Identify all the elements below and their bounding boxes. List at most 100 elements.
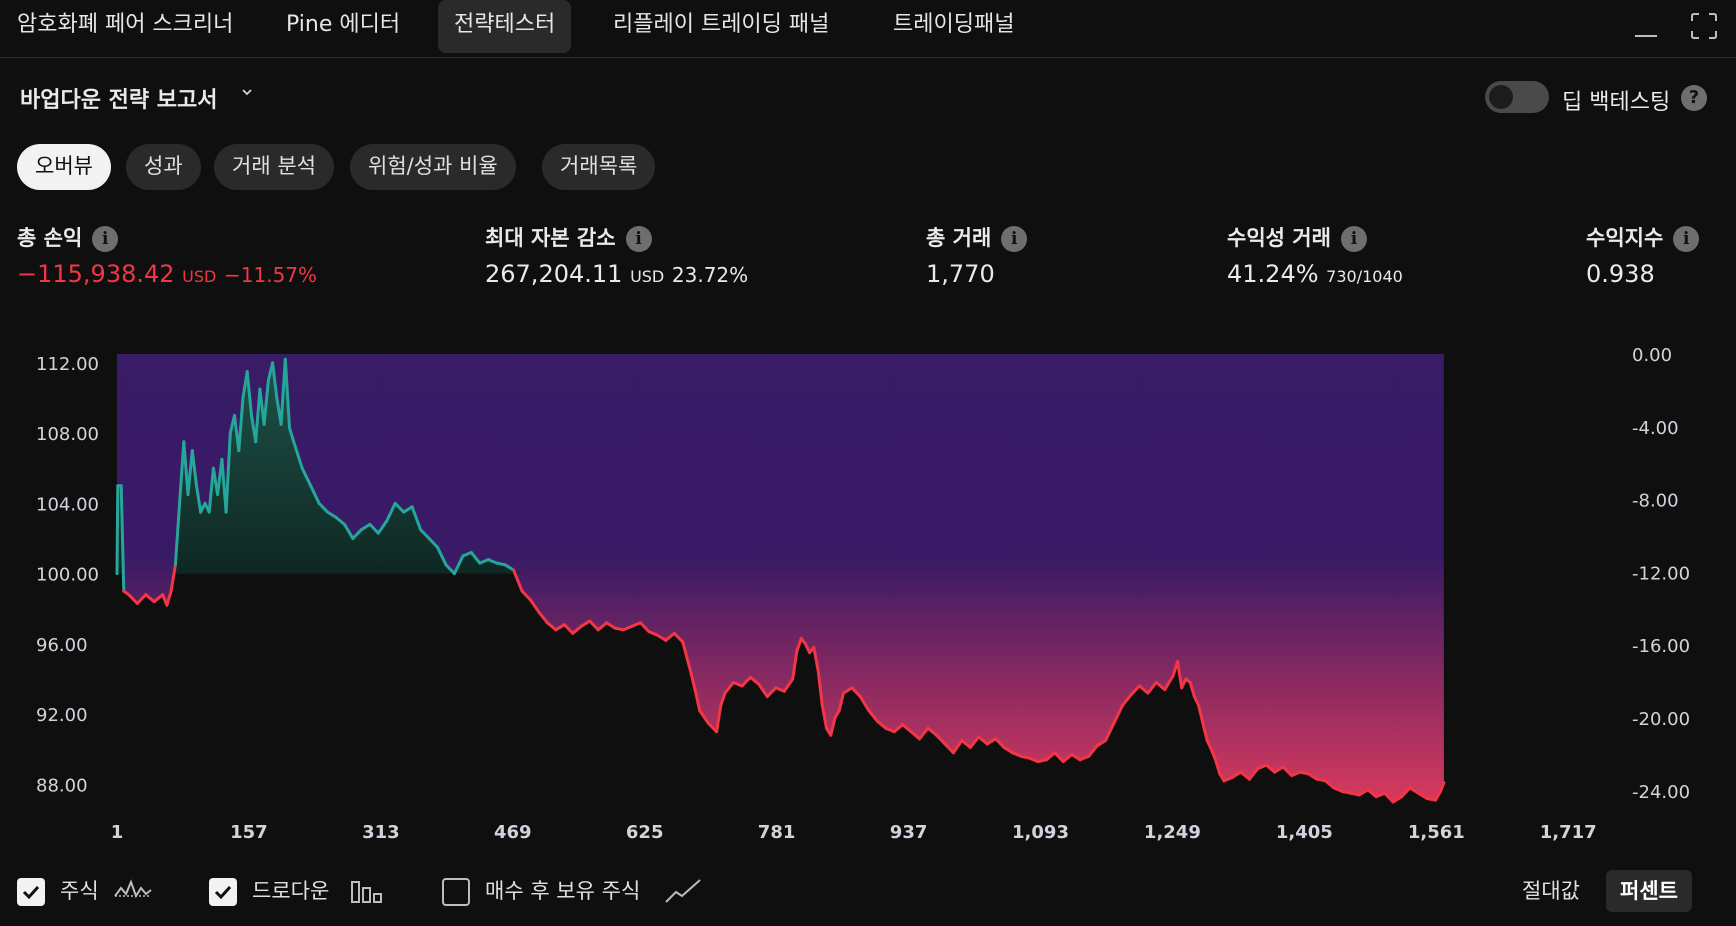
y-right-tick-label: -4.00 (1632, 418, 1679, 439)
equity-line-segment (1230, 770, 1243, 779)
drawdown-bars-icon (351, 881, 382, 903)
equity-line-segment (343, 522, 355, 540)
subtab-overview[interactable]: 오버뷰 (17, 144, 111, 190)
tab-pine-editor[interactable]: Pine 에디터 (286, 12, 401, 37)
equity-line-segment (144, 593, 156, 604)
info-icon[interactable]: i (1340, 226, 1367, 252)
deep-backtest-toggle[interactable] (1485, 81, 1549, 113)
y-right-tick-label: -12.00 (1632, 563, 1690, 584)
equity-line-segment (664, 631, 676, 642)
equity-line-segment (169, 563, 177, 593)
tab-replay-trading[interactable]: 리플레이 트레이딩 패널 (613, 12, 830, 37)
y-left-tick-label: 92.00 (36, 705, 88, 726)
equity-line-segment (262, 378, 270, 426)
x-tick-label: 1,405 (1276, 822, 1333, 843)
equity-line-segment (402, 505, 414, 514)
equity-line-segment (1188, 681, 1196, 699)
equity-checkbox[interactable] (17, 878, 45, 906)
equity-line-segment (689, 672, 697, 693)
maximize-icon[interactable] (1690, 12, 1718, 40)
equity-line-segment (740, 675, 752, 688)
equity-line-segment (376, 519, 389, 535)
equity-line-segment (1408, 786, 1420, 795)
minimize-icon[interactable] (1632, 12, 1660, 40)
equity-line-segment (283, 357, 291, 430)
profit-area (117, 359, 1444, 574)
buy-hold-checkbox[interactable] (442, 878, 470, 906)
percent-mode-button[interactable]: 퍼센트 (1606, 870, 1692, 912)
info-icon[interactable]: i (1673, 226, 1700, 252)
equity-line-segment (1095, 739, 1108, 748)
equity-line-segment (1383, 791, 1395, 804)
equity-line-segment (639, 621, 651, 634)
equity-line-segment (419, 528, 431, 540)
y-left-tick-label: 88.00 (36, 775, 88, 796)
buy-hold-legend-label[interactable]: 매수 후 보유 주식 (485, 879, 641, 903)
equity-drawdown-chart[interactable]: 112.00 108.00 104.00 100.00 96.00 92.00 88.00 0… (0, 330, 1736, 850)
equity-line-segment (791, 649, 799, 681)
check-icon (22, 885, 40, 900)
equity-line-segment (165, 589, 173, 607)
equity-line-segment (960, 739, 972, 749)
y-right-tick-label: -24.00 (1632, 782, 1690, 803)
equity-line-segment (977, 735, 989, 746)
info-icon[interactable]: i (1001, 226, 1028, 252)
equity-line-segment (190, 449, 198, 488)
equity-line-segment (1146, 681, 1158, 695)
equity-line-segment (820, 703, 828, 730)
stat-total-trades-value: 1,770 (926, 260, 995, 288)
drawdown-legend-label[interactable]: 드로다운 (252, 879, 330, 903)
report-title[interactable]: 바업다운 전략 보고서 (20, 88, 218, 113)
tab-crypto-screener[interactable]: 암호화폐 페어 스크리너 (17, 12, 234, 37)
info-icon[interactable]: i (625, 226, 652, 252)
subtab-trade-list[interactable]: 거래목록 (542, 144, 656, 190)
x-tick-label: 781 (758, 822, 796, 843)
subtab-performance[interactable]: 성과 (126, 144, 201, 190)
equity-line-segment (1112, 703, 1124, 725)
equity-line-segment (224, 431, 232, 514)
stat-net-profit-label: 총 손익 i (17, 222, 119, 252)
help-icon[interactable]: ? (1681, 85, 1707, 111)
equity-line-segment (1209, 747, 1217, 762)
equity-line-segment (469, 551, 482, 565)
equity-line-segment (300, 466, 313, 488)
stat-total-trades-label: 총 거래 i (926, 222, 1028, 252)
info-icon[interactable]: i (92, 226, 119, 252)
equity-line-segment (529, 598, 541, 614)
y-left-tick-label: 112.00 (36, 354, 99, 375)
equity-line-segment (571, 624, 583, 635)
equity-line-segment (1307, 772, 1319, 781)
equity-line-segment (850, 686, 862, 699)
chevron-down-icon[interactable] (241, 86, 253, 98)
equity-line-segment (782, 677, 795, 693)
equity-line-segment (884, 726, 896, 734)
equity-line-segment (685, 656, 693, 676)
equity-line-segment (875, 719, 888, 730)
equity-line-segment (410, 505, 423, 532)
equity-line-segment (588, 619, 600, 632)
equity-line-segment (841, 686, 854, 695)
equity-line-segment (562, 623, 575, 635)
subtab-risk-ratios[interactable]: 위험/성과 비율 (350, 144, 516, 190)
equity-line-segment (254, 387, 262, 444)
equity-legend-label[interactable]: 주식 (60, 879, 99, 903)
tab-trading-panel[interactable]: 트레이딩패널 (893, 12, 1015, 37)
y-right-tick-label: -8.00 (1632, 491, 1679, 512)
equity-line-segment (1433, 790, 1442, 802)
equity-line-segment (1247, 767, 1260, 781)
equity-line-segment (943, 742, 955, 755)
subtab-trade-analysis[interactable]: 거래 분석 (214, 144, 334, 190)
drawdown-checkbox[interactable] (209, 878, 237, 906)
equity-line-segment (288, 426, 296, 444)
x-tick-label: 1,717 (1540, 822, 1597, 843)
equity-line-segment (1439, 781, 1446, 793)
y-right-tick-label: -16.00 (1632, 636, 1690, 657)
equity-line-segment (385, 501, 397, 523)
stat-profit-factor-label: 수익지수 i (1586, 222, 1700, 252)
stat-profit-factor-value: 0.938 (1586, 260, 1655, 288)
equity-line-segment (1264, 763, 1277, 774)
equity-line-segment (444, 563, 456, 576)
absolute-mode-button[interactable]: 절대값 (1522, 879, 1580, 903)
tab-strategy-tester[interactable]: 전략테스터 (438, 0, 572, 53)
equity-line-segment (672, 631, 685, 644)
